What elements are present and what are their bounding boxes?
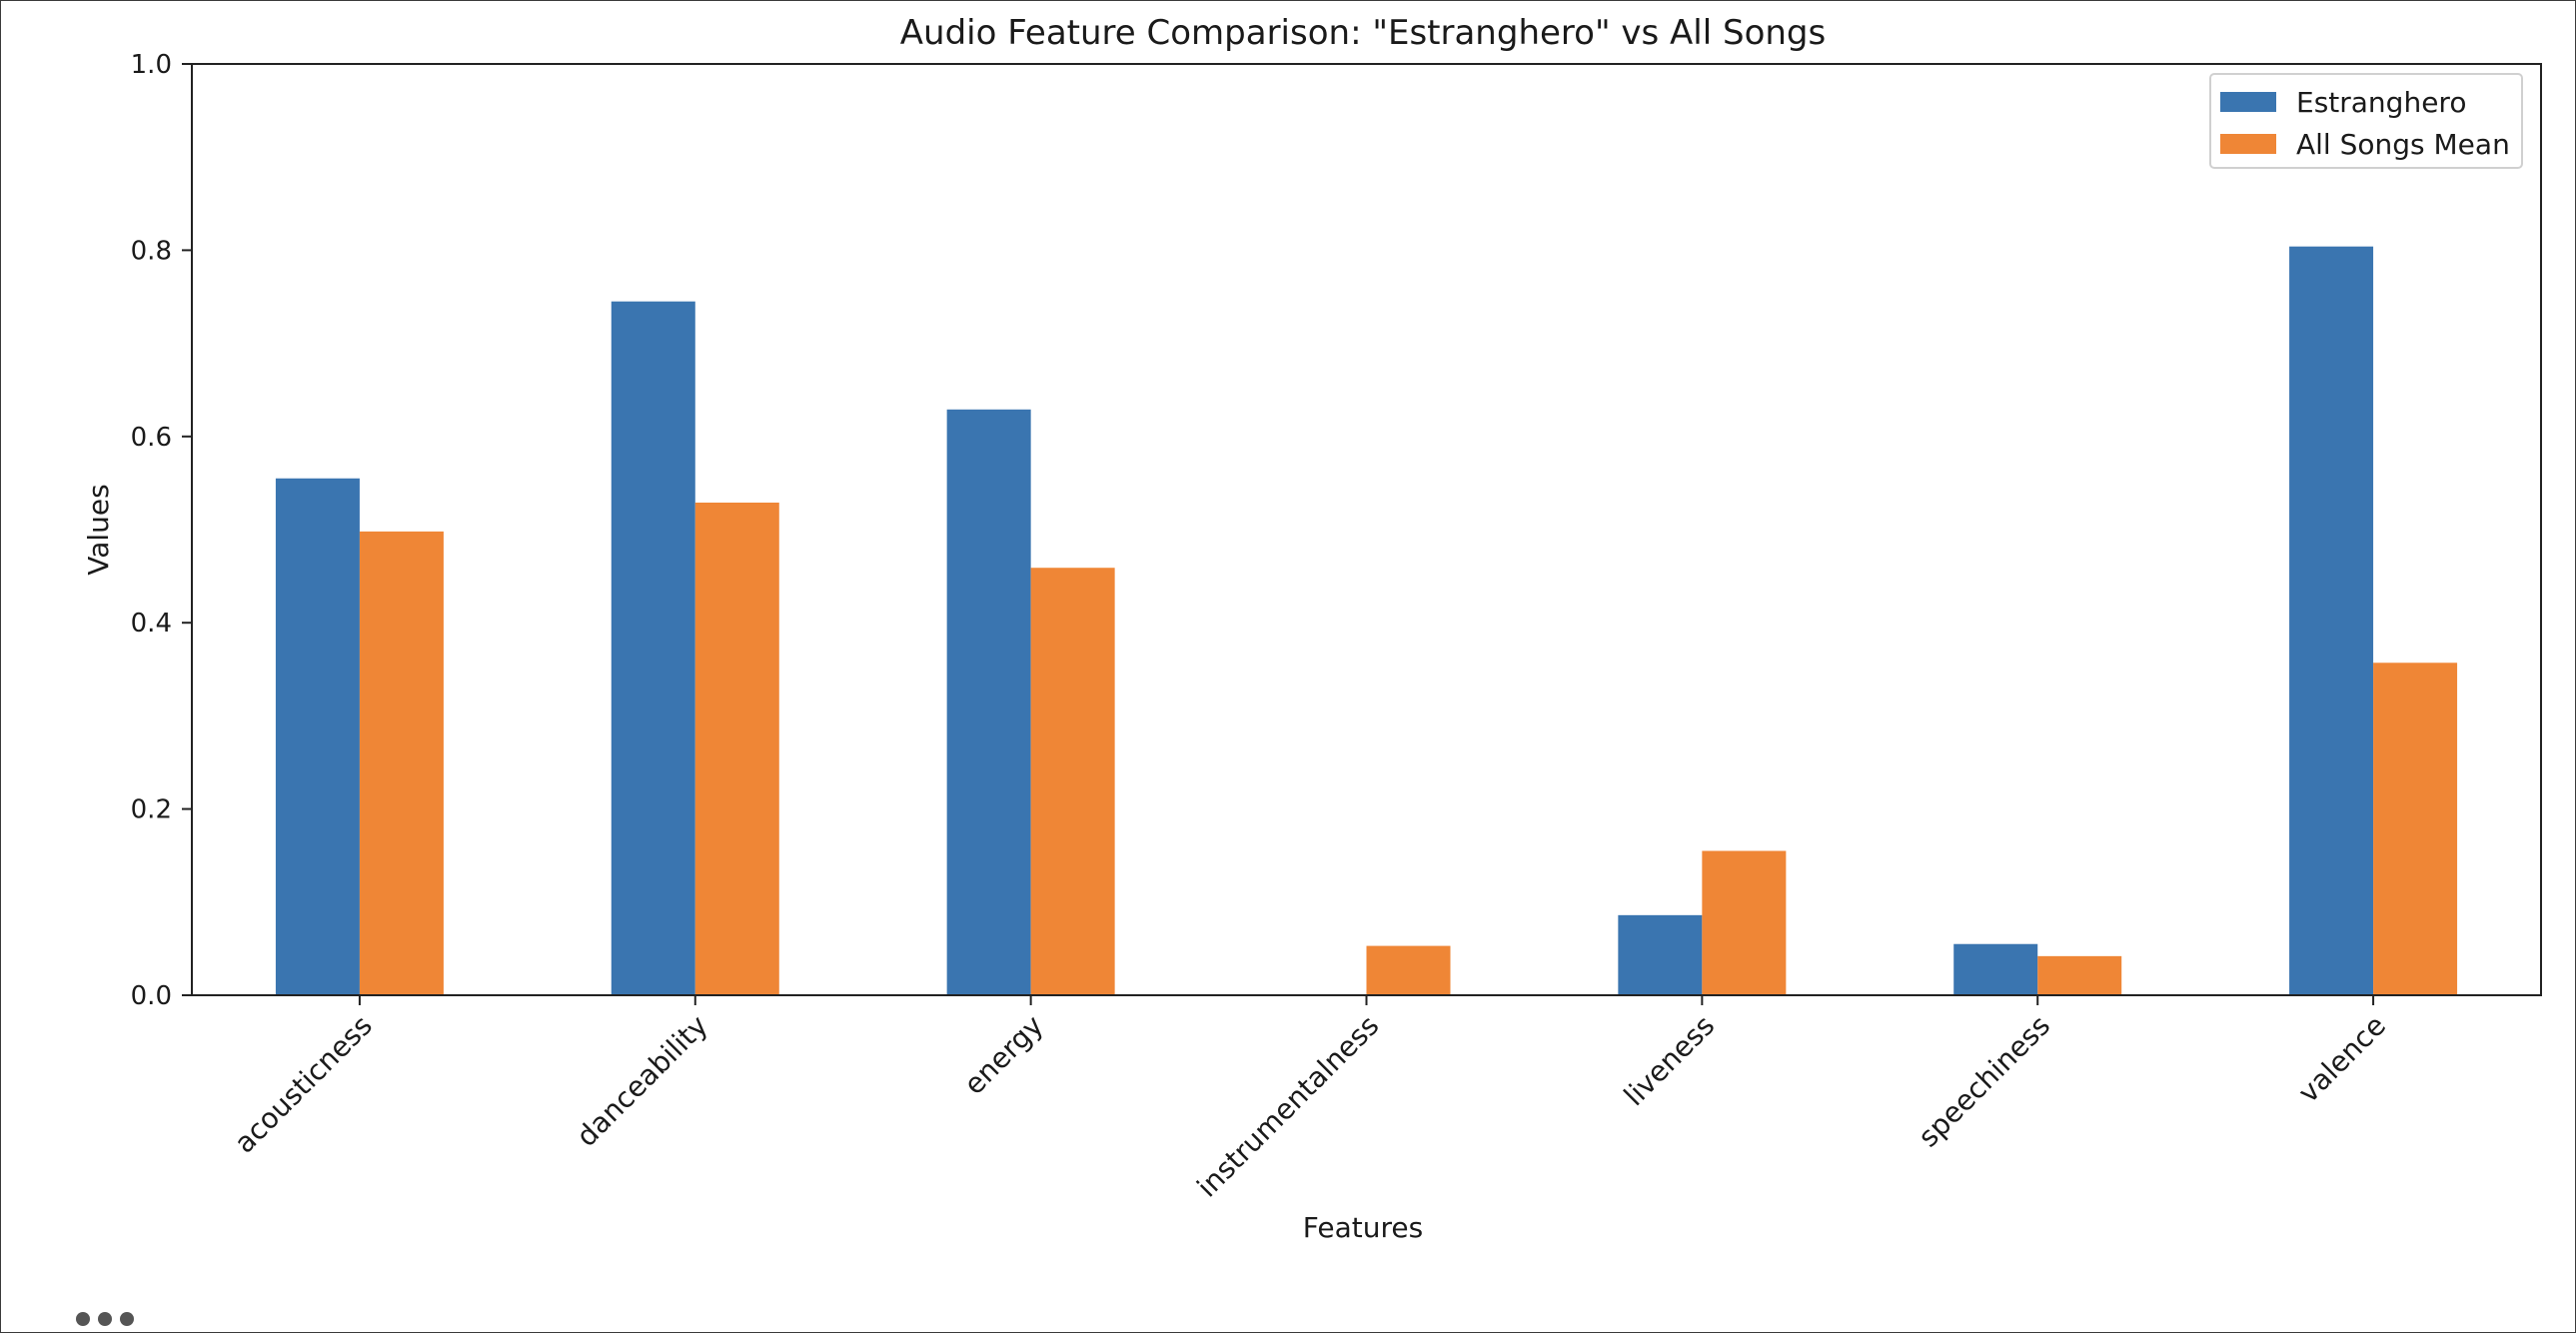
legend-box bbox=[2209, 73, 2523, 169]
bar-all-songs-mean-acousticness bbox=[359, 531, 444, 995]
bar-all-songs-mean-energy bbox=[1030, 568, 1115, 995]
x-tick-label-energy: energy bbox=[957, 1009, 1049, 1101]
y-axis-label: Values bbox=[82, 484, 115, 575]
y-tick-label: 1.0 bbox=[131, 50, 172, 80]
bar-estranghero-energy bbox=[946, 409, 1031, 996]
y-tick-label: 0.8 bbox=[131, 236, 172, 266]
x-ticks-group: acousticness danceability energy instrument… bbox=[228, 995, 2392, 1204]
bar-estranghero-speechiness bbox=[1953, 943, 2038, 995]
bar-all-songs-mean-instrumentalness bbox=[1366, 945, 1451, 995]
legend: Estranghero All Songs Mean bbox=[2209, 73, 2523, 169]
x-tick-label-speechiness: speechiness bbox=[1912, 1009, 2056, 1154]
x-tick-label-danceability: danceability bbox=[570, 1009, 713, 1153]
bar-estranghero-liveness bbox=[1618, 914, 1703, 995]
bar-estranghero-acousticness bbox=[275, 478, 360, 995]
x-tick-label-liveness: liveness bbox=[1618, 1009, 1722, 1113]
bar-all-songs-mean-valence bbox=[2373, 663, 2458, 995]
plot-area-frame bbox=[191, 63, 2542, 996]
legend-swatch-all-songs-mean bbox=[2220, 134, 2276, 154]
y-tick-label: 0.6 bbox=[131, 423, 172, 453]
bar-estranghero-valence bbox=[2289, 246, 2374, 995]
dot bbox=[120, 1312, 134, 1326]
bar-estranghero-danceability bbox=[611, 301, 695, 995]
bar-all-songs-mean-liveness bbox=[1702, 850, 1787, 995]
y-tick-label: 0.0 bbox=[131, 981, 172, 1011]
legend-swatch-estranghero bbox=[2220, 92, 2276, 112]
dot bbox=[98, 1312, 112, 1326]
bar-all-songs-mean-speechiness bbox=[2037, 955, 2122, 995]
more-options-icon[interactable] bbox=[76, 1312, 134, 1332]
x-tick-label-valence: valence bbox=[2292, 1009, 2392, 1109]
x-axis-label: Features bbox=[1303, 1211, 1423, 1244]
dot bbox=[76, 1312, 90, 1326]
x-tick-label-acousticness: acousticness bbox=[228, 1009, 379, 1160]
chart-title: Audio Feature Comparison: "Estranghero" … bbox=[900, 13, 1826, 53]
legend-label-estranghero: Estranghero bbox=[2296, 86, 2466, 119]
y-tick-label: 0.4 bbox=[131, 609, 172, 639]
bars-group bbox=[275, 246, 2458, 996]
bar-all-songs-mean-danceability bbox=[694, 502, 779, 995]
y-tick-label: 0.2 bbox=[131, 795, 172, 825]
x-tick-label-instrumentalness: instrumentalness bbox=[1191, 1009, 1386, 1204]
y-ticks-group: 0.0 0.2 0.4 0.6 0.8 1.0 bbox=[131, 50, 192, 1011]
legend-label-all-songs-mean: All Songs Mean bbox=[2296, 128, 2510, 161]
